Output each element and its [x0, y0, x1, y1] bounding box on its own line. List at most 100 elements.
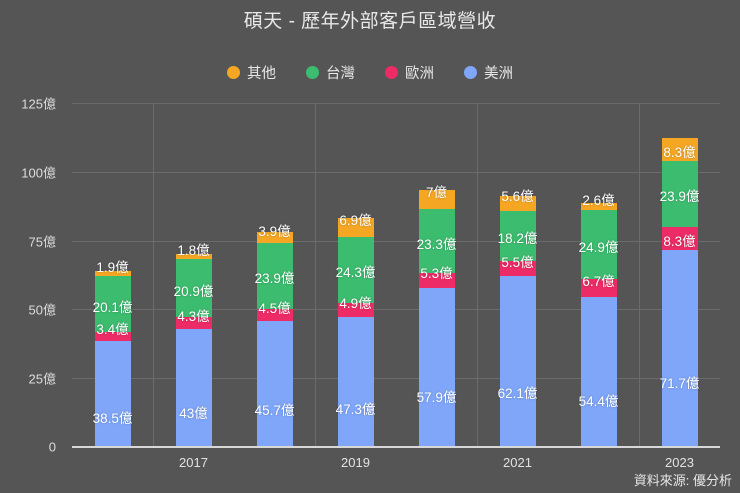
legend-label: 歐洲 — [405, 66, 434, 82]
bar-segment-歐洲[interactable]: 8.3億 — [661, 226, 698, 250]
bar-value-label: 8.3億 — [663, 145, 696, 161]
bar-band-2021: 5.6億 18.2億 5.5億 62.1億 — [477, 103, 558, 447]
gridlines — [72, 103, 720, 447]
bar-segment-其他[interactable]: 2.6億 — [580, 193, 617, 211]
bar-value-label: 38.5億 — [92, 410, 133, 426]
legend-item-其他[interactable]: 其他 — [227, 62, 276, 83]
bar-segment-歐洲[interactable]: 5.3億 — [418, 266, 455, 288]
bar-segment-其他[interactable]: 3.9億 — [256, 224, 293, 244]
bar-segment-美洲[interactable]: 57.9億 — [416, 287, 457, 447]
bar-value-label: 62.1億 — [497, 386, 538, 402]
x-axis-tick-label: 2019 — [341, 455, 370, 470]
bar-value-label: 47.3億 — [335, 401, 376, 417]
y-axis-tick-label: 50億 — [28, 302, 56, 318]
bar-segment-歐洲[interactable]: 3.4億 — [94, 322, 131, 342]
bar-value-label: 18.2億 — [497, 231, 538, 247]
stacked-bar[interactable]: 7億 23.3億 5.3億 57.9億 — [416, 185, 457, 447]
bar-segment-台灣[interactable]: 23.3億 — [416, 208, 457, 274]
y-axis-tick-label: 0 — [48, 439, 56, 455]
gridline-vertical — [639, 103, 640, 447]
bar-band-2023: 8.3億 23.9億 8.3億 71.7億 — [639, 103, 720, 447]
bar-segment-其他[interactable]: 7億 — [418, 185, 455, 209]
bar-segment-其他[interactable]: 6.9億 — [337, 213, 374, 237]
chart-legend: 其他 台灣 歐洲 美洲 — [0, 62, 740, 83]
stacked-bar[interactable]: 1.8億 20.9億 4.3億 43億 — [173, 243, 214, 447]
bar-segment-歐洲[interactable]: 4.5億 — [256, 301, 293, 322]
bar-band-2020: 7億 23.3億 5.3億 57.9億 — [396, 103, 477, 447]
bar-segment-台灣[interactable]: 20.9億 — [173, 259, 214, 317]
bar-segment-歐洲[interactable]: 4.9億 — [337, 296, 374, 317]
legend-item-歐洲[interactable]: 歐洲 — [385, 62, 434, 83]
bar-value-label: 7億 — [425, 185, 448, 201]
gridline-vertical — [315, 103, 316, 447]
y-axis-tick-label: 25億 — [28, 371, 56, 387]
x-axis: 2017 2019 2021 2023 — [72, 449, 720, 473]
bar-value-label: 45.7億 — [254, 403, 295, 419]
bar-value-label: 57.9億 — [416, 390, 457, 406]
bar-segment-台灣[interactable]: 18.2億 — [497, 210, 538, 261]
gridline-horizontal — [72, 171, 720, 173]
bar-value-label: 43億 — [179, 406, 208, 422]
bar-value-label: 54.4億 — [578, 394, 619, 410]
source-note: 資料來源: 優分析 — [633, 473, 732, 488]
bar-value-label: 23.9億 — [254, 271, 295, 287]
bar-value-label: 2.6億 — [582, 192, 615, 208]
bar-segment-美洲[interactable]: 45.7億 — [254, 321, 295, 447]
bar-segment-歐洲[interactable]: 5.5億 — [499, 255, 536, 277]
bar-segment-台灣[interactable]: 24.9億 — [579, 210, 618, 279]
bar-value-label: 8.3億 — [663, 233, 696, 249]
legend-item-台灣[interactable]: 台灣 — [306, 62, 355, 83]
bar-value-label: 23.9億 — [659, 189, 700, 205]
legend-swatch-icon — [464, 66, 477, 79]
bar-band-2017: 1.8億 20.9億 4.3億 43億 — [153, 103, 234, 447]
bar-value-label: 3.9億 — [258, 223, 291, 239]
bar-band-2018: 3.9億 23.9億 4.5億 45.7億 — [234, 103, 315, 447]
bar-segment-美洲[interactable]: 54.4億 — [578, 297, 619, 447]
bar-segment-歐洲[interactable]: 4.3億 — [175, 309, 212, 329]
legend-swatch-icon — [385, 66, 398, 79]
bar-value-label: 24.3億 — [335, 265, 376, 281]
gridline-horizontal — [72, 240, 720, 242]
stacked-bar[interactable]: 8.3億 23.9億 8.3億 71.7億 — [659, 138, 700, 447]
stacked-bar[interactable]: 5.6億 18.2億 5.5億 62.1億 — [497, 189, 538, 447]
bar-value-label: 20.1億 — [92, 299, 133, 315]
bar-value-label: 20.9億 — [173, 283, 214, 299]
legend-swatch-icon — [306, 66, 319, 79]
stacked-bar[interactable]: 6.9億 24.3億 4.9億 47.3億 — [335, 213, 376, 447]
bar-segment-其他[interactable]: 5.6億 — [499, 189, 536, 211]
legend-label: 台灣 — [326, 66, 355, 82]
bar-band-2022: 2.6億 24.9億 6.7億 54.4億 — [558, 103, 639, 447]
y-axis: 0 25億 50億 75億 100億 125億 — [0, 97, 64, 455]
bar-segment-台灣[interactable]: 20.1億 — [92, 276, 133, 332]
bar-value-label: 71.7億 — [659, 376, 700, 392]
x-axis-tick-blank — [558, 449, 639, 473]
x-axis-tick-label: 2023 — [665, 455, 694, 470]
bar-value-label: 5.6億 — [501, 189, 534, 205]
gridline-vertical — [477, 103, 478, 447]
bar-segment-美洲[interactable]: 71.7億 — [659, 249, 700, 447]
legend-label: 其他 — [247, 66, 276, 82]
bar-segment-台灣[interactable]: 23.9億 — [254, 243, 295, 309]
stacked-bar[interactable]: 1.9億 20.1億 3.4億 38.5億 — [92, 260, 133, 447]
page-title: 碩天 - 歷年外部客戶區域營收 — [243, 11, 497, 32]
legend-item-美洲[interactable]: 美洲 — [464, 62, 513, 83]
bar-segment-美洲[interactable]: 62.1億 — [497, 276, 538, 447]
bar-band-2019: 6.9億 24.3億 4.9億 47.3億 — [315, 103, 396, 447]
bar-value-label: 23.3億 — [416, 236, 457, 252]
legend-label: 美洲 — [484, 66, 513, 82]
stacked-bar[interactable]: 3.9億 23.9億 4.5億 45.7億 — [254, 224, 295, 447]
bar-segment-美洲[interactable]: 38.5億 — [92, 341, 133, 447]
plot-area: 1.9億 20.1億 3.4億 38.5億 1.8億 20.9億 4.3億 43億 3.9億 23… — [72, 103, 720, 448]
bar-segment-歐洲[interactable]: 6.7億 — [580, 274, 617, 298]
bar-segment-美洲[interactable]: 43億 — [175, 328, 212, 447]
stacked-bar[interactable]: 2.6億 24.9億 6.7億 54.4億 — [578, 193, 619, 447]
bar-value-label: 1.9億 — [96, 259, 129, 275]
gridline-horizontal — [72, 378, 720, 380]
bar-segment-其他[interactable]: 8.3億 — [661, 138, 698, 162]
bar-segment-台灣[interactable]: 24.3億 — [335, 236, 376, 304]
y-axis-tick-label: 75億 — [28, 234, 56, 250]
bar-segment-台灣[interactable]: 23.9億 — [659, 161, 700, 227]
bar-segment-美洲[interactable]: 47.3億 — [335, 316, 376, 447]
bar-value-label: 6.9億 — [339, 213, 372, 229]
bar-band-2016: 1.9億 20.1億 3.4億 38.5億 — [72, 103, 153, 447]
